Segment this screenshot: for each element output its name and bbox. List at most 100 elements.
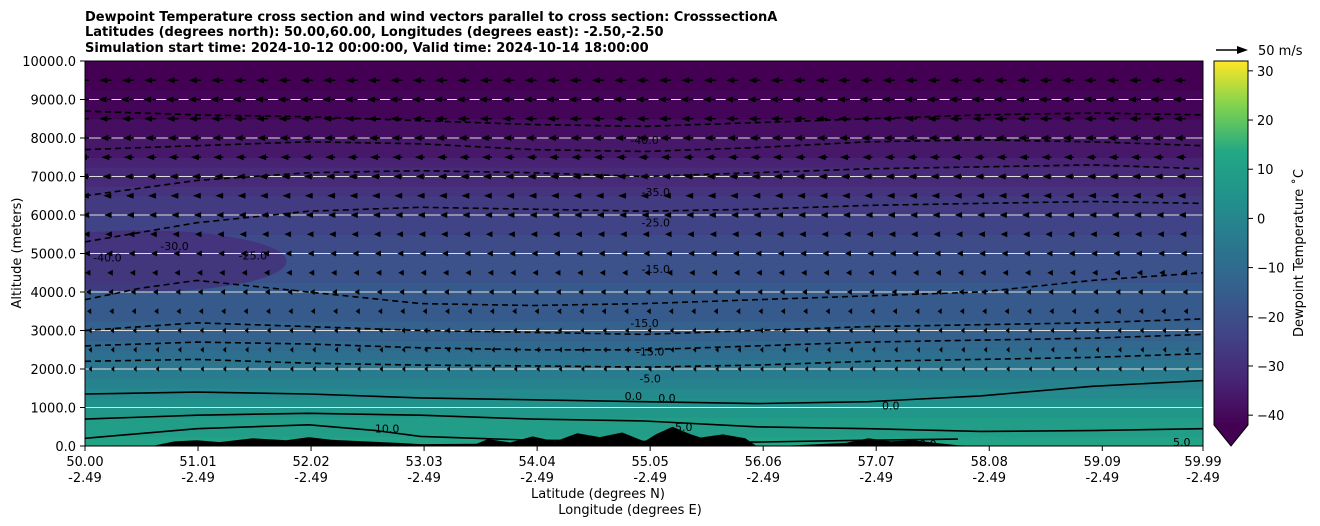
contour-label: -5.0: [639, 373, 660, 386]
wind-vector: [1048, 289, 1054, 295]
field-band: [85, 176, 1203, 187]
field-band: [85, 407, 1203, 418]
wind-vector: [1110, 192, 1119, 199]
wind-vector: [121, 77, 134, 84]
wind-vector: [732, 231, 739, 238]
wind-vector: [510, 269, 516, 276]
wind-vector: [1062, 135, 1074, 141]
wind-vector: [823, 269, 830, 276]
wind-vector: [238, 212, 246, 218]
wind-vector: [660, 154, 671, 161]
wind-vector: [237, 192, 246, 199]
wind-vector: [434, 96, 448, 103]
wind-vector: [435, 77, 448, 84]
colorbar-frame: [1213, 60, 1249, 447]
wind-vector: [222, 327, 226, 334]
wind-vector: [524, 77, 537, 84]
wind-vector: [715, 346, 719, 353]
wind-vector: [1088, 192, 1097, 199]
wind-vector: [490, 327, 495, 334]
wind-vector: [861, 135, 873, 141]
colorbar-tick-label: −40: [1257, 409, 1284, 424]
title-line-1: Dewpoint Temperature cross section and w…: [85, 10, 777, 25]
wind-vector: [1179, 231, 1187, 238]
wind-vector: [658, 77, 671, 84]
wind-vector: [107, 269, 113, 276]
wind-vector: [1046, 250, 1053, 257]
wind-vector: [99, 77, 112, 84]
wind-vector: [933, 231, 941, 238]
x-tick-label-lon: -2.49: [294, 471, 328, 486]
x-tick-label-lon: -2.49: [407, 471, 441, 486]
wind-vector: [1151, 77, 1164, 84]
wind-vector: [170, 192, 179, 199]
wind-vector: [414, 154, 425, 161]
wind-vector: [85, 250, 90, 257]
wind-vector: [971, 96, 985, 103]
wind-vector: [794, 135, 806, 141]
wind-vector: [1083, 96, 1097, 103]
wind-vector: [165, 96, 179, 103]
wind-vector: [906, 135, 918, 141]
wind-vector: [819, 192, 828, 199]
wind-vector: [916, 366, 921, 372]
wind-vector: [412, 115, 425, 122]
wind-vector: [625, 346, 629, 353]
wind-vector: [132, 327, 137, 334]
wind-vector: [894, 346, 898, 353]
wind-vector: [256, 115, 269, 122]
wind-vector: [1061, 115, 1074, 122]
wind-vector: [509, 250, 516, 257]
wind-vector: [1161, 308, 1166, 315]
wind-vector: [483, 192, 492, 199]
wind-vector: [306, 231, 314, 238]
wind-vector: [379, 366, 383, 372]
wind-vector: [172, 231, 180, 238]
wind-vector: [221, 308, 226, 315]
wind-vector: [178, 346, 182, 353]
wind-vector: [286, 269, 292, 276]
wind-vector: [1091, 250, 1098, 257]
wind-vector: [366, 96, 380, 103]
wind-vector: [523, 96, 537, 103]
wind-vector: [892, 308, 897, 315]
wind-vector: [550, 173, 560, 180]
wind-vector: [1117, 327, 1122, 334]
x-tick-label-lat: 57.07: [858, 455, 895, 470]
wind-vector: [862, 154, 873, 161]
wind-vector: [101, 154, 112, 161]
wind-vector: [772, 154, 783, 161]
wind-vector: [555, 269, 561, 276]
contour-line: [85, 318, 1203, 336]
wind-vector: [1150, 96, 1164, 103]
wind-vector: [422, 308, 427, 315]
wind-vector: [109, 308, 114, 315]
field-band: [85, 234, 1203, 245]
wind-vector: [367, 77, 380, 84]
wind-vector: [818, 173, 828, 180]
x-tick-label-lon: -2.49: [1085, 471, 1119, 486]
contour-label: 0.0: [882, 400, 900, 413]
wind-vector: [456, 96, 470, 103]
field-band: [85, 426, 1203, 437]
wind-vector: [279, 135, 291, 141]
colorbar-ticks: −40 −30 −20 −10 0 10 20 30: [1248, 65, 1284, 424]
colorbar-tick-label: 30: [1257, 65, 1274, 80]
wind-vector: [103, 192, 112, 199]
wind-vector: [211, 77, 224, 84]
wind-vector: [108, 289, 114, 295]
wind-vector: [1006, 346, 1010, 353]
wind-vector: [958, 289, 964, 295]
wind-vector: [603, 366, 607, 372]
wind-vector: [616, 154, 627, 161]
wind-vector: [1020, 173, 1030, 180]
wind-vector: [1138, 308, 1144, 315]
wind-vector: [934, 250, 941, 257]
wind-vector: [394, 192, 403, 199]
wind-vector: [891, 289, 897, 295]
wind-vector: [468, 327, 473, 334]
wind-vector: [687, 231, 694, 238]
colorbar-tick-label: 20: [1257, 114, 1274, 129]
title-line-2: Latitudes (degrees north): 50.00,60.00, …: [85, 25, 664, 40]
wind-vector: [300, 77, 313, 84]
